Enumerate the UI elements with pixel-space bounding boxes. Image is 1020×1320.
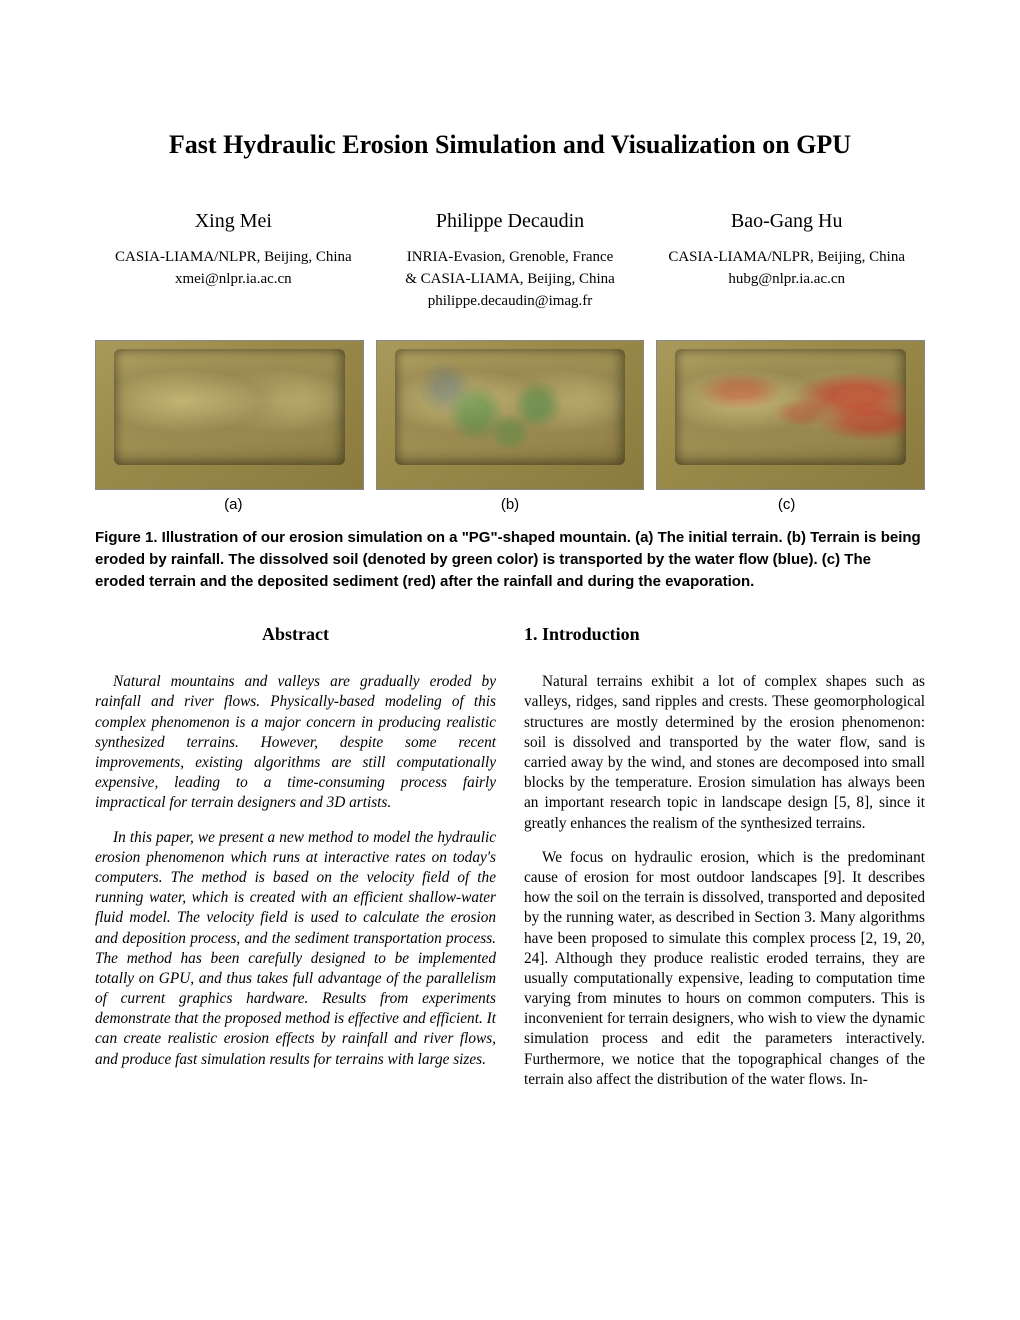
author-name: Xing Mei xyxy=(95,210,372,233)
right-column: 1. Introduction Natural terrains exhibit… xyxy=(524,623,925,1105)
terrain-icon xyxy=(675,349,906,465)
affil-line: CASIA-LIAMA/NLPR, Beijing, China xyxy=(95,247,372,269)
figure-panel-a xyxy=(95,340,364,490)
figure-panel-b xyxy=(376,340,645,490)
abstract-heading: Abstract xyxy=(95,623,496,647)
author-name: Bao-Gang Hu xyxy=(648,210,925,233)
affil-line: INRIA-Evasion, Grenoble, France xyxy=(372,247,649,269)
author-block: Xing Mei CASIA-LIAMA/NLPR, Beijing, Chin… xyxy=(95,210,372,312)
paper-page: Fast Hydraulic Erosion Simulation and Vi… xyxy=(0,0,1020,1320)
figure-label: (b) xyxy=(372,496,649,513)
affil-line: & CASIA-LIAMA, Beijing, China xyxy=(372,269,649,291)
author-affiliation: INRIA-Evasion, Grenoble, France & CASIA-… xyxy=(372,247,649,312)
figure-label: (a) xyxy=(95,496,372,513)
left-column: Abstract Natural mountains and valleys a… xyxy=(95,623,496,1105)
affil-line: xmei@nlpr.ia.ac.cn xyxy=(95,269,372,291)
figure-panels xyxy=(95,340,925,490)
body-paragraph: We focus on hydraulic erosion, which is … xyxy=(524,848,925,1090)
terrain-icon xyxy=(114,349,345,465)
affil-line: philippe.decaudin@imag.fr xyxy=(372,291,649,313)
two-column-body: Abstract Natural mountains and valleys a… xyxy=(95,623,925,1105)
body-paragraph: Natural terrains exhibit a lot of comple… xyxy=(524,672,925,834)
author-block: Bao-Gang Hu CASIA-LIAMA/NLPR, Beijing, C… xyxy=(648,210,925,312)
author-affiliation: CASIA-LIAMA/NLPR, Beijing, China hubg@nl… xyxy=(648,247,925,291)
figure-label: (c) xyxy=(648,496,925,513)
section-heading: 1. Introduction xyxy=(524,623,925,647)
paper-title: Fast Hydraulic Erosion Simulation and Vi… xyxy=(95,130,925,160)
abstract-paragraph: Natural mountains and valleys are gradua… xyxy=(95,672,496,813)
abstract-paragraph: In this paper, we present a new method t… xyxy=(95,828,496,1070)
figure-labels-row: (a) (b) (c) xyxy=(95,496,925,513)
authors-row: Xing Mei CASIA-LIAMA/NLPR, Beijing, Chin… xyxy=(95,210,925,312)
terrain-icon xyxy=(395,349,626,465)
author-block: Philippe Decaudin INRIA-Evasion, Grenobl… xyxy=(372,210,649,312)
figure-caption: Figure 1. Illustration of our erosion si… xyxy=(95,527,925,592)
author-name: Philippe Decaudin xyxy=(372,210,649,233)
author-affiliation: CASIA-LIAMA/NLPR, Beijing, China xmei@nl… xyxy=(95,247,372,291)
figure-panel-c xyxy=(656,340,925,490)
affil-line: hubg@nlpr.ia.ac.cn xyxy=(648,269,925,291)
affil-line: CASIA-LIAMA/NLPR, Beijing, China xyxy=(648,247,925,269)
